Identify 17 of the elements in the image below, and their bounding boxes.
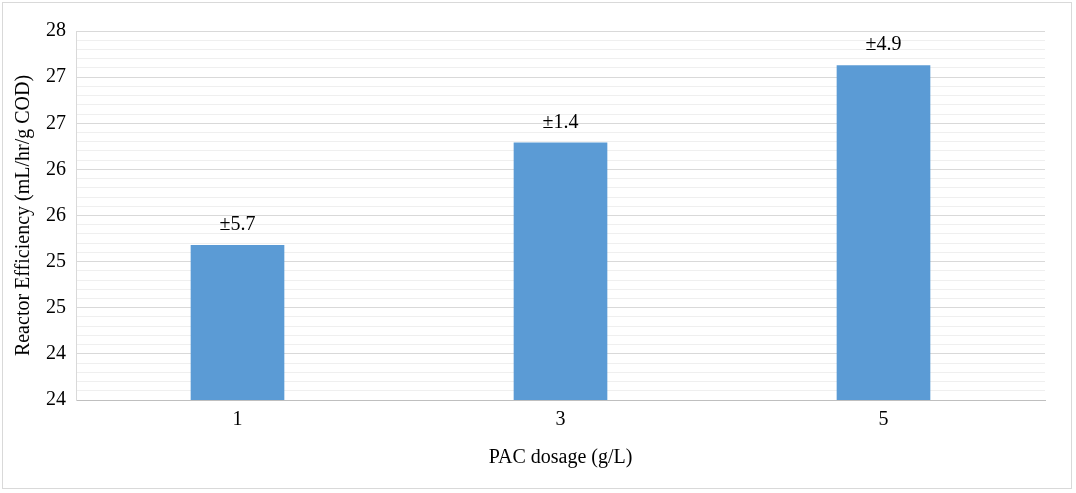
y-tick-label: 27 bbox=[46, 110, 66, 133]
x-tick-label: 5 bbox=[878, 407, 889, 430]
y-tick-label: 26 bbox=[46, 202, 66, 225]
x-tick-label: 3 bbox=[555, 407, 566, 430]
y-tick-label: 26 bbox=[46, 156, 66, 179]
y-tick-label: 25 bbox=[46, 295, 66, 317]
y-tick-label: 27 bbox=[46, 64, 66, 87]
x-axis-title: PAC dosage (g/L) bbox=[488, 445, 633, 469]
y-tick-label: 24 bbox=[46, 341, 66, 364]
annotation: ±5.7 bbox=[219, 212, 256, 235]
y-tick-label: 24 bbox=[46, 387, 66, 410]
annotation: ±4.9 bbox=[865, 32, 902, 55]
x-tick-label: 1 bbox=[232, 407, 243, 430]
y-tick-label: 25 bbox=[46, 248, 66, 271]
y-tick-label: 28 bbox=[46, 18, 66, 41]
annotation: ±1.4 bbox=[542, 109, 579, 132]
y-axis-title: Reactor Efficiency (mL/hr/g COD) bbox=[10, 74, 34, 357]
